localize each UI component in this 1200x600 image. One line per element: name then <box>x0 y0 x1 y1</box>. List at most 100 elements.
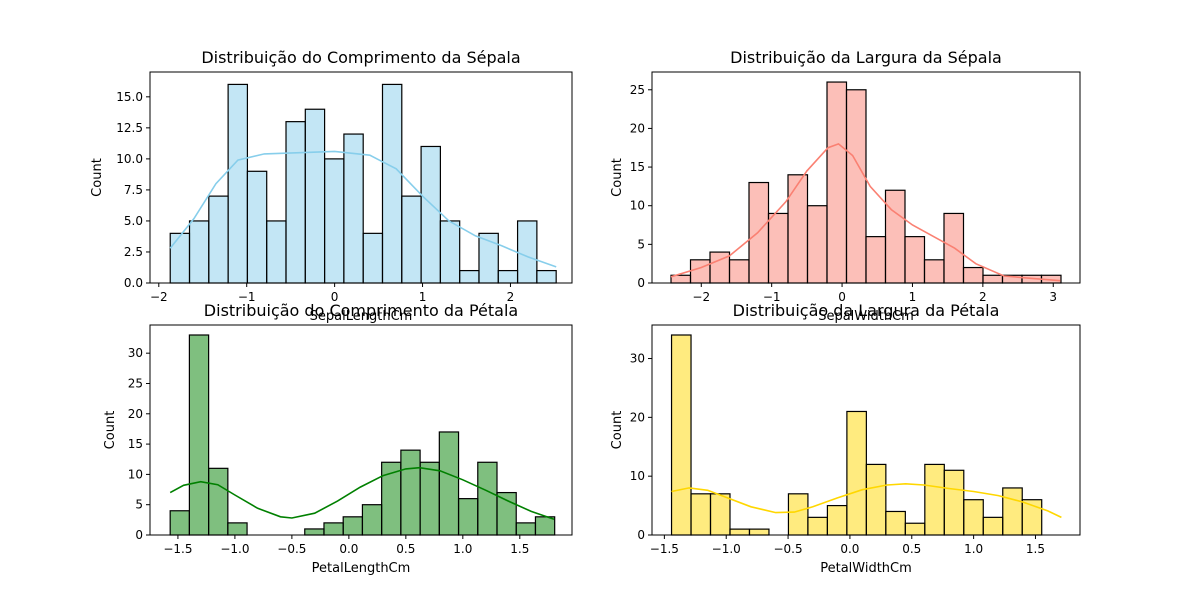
petal-width-xtick-label: −0.5 <box>773 542 802 556</box>
petal-width-bar <box>982 516 1004 536</box>
sepal-width-bar <box>982 274 1004 284</box>
sepal-length-xlabel: SepalLengthCm <box>310 309 413 324</box>
sepal-width-bar <box>806 205 828 284</box>
petal-length-ylabel: Count <box>103 411 118 450</box>
sepal-length-chart: −2 −1 0 1 2 0.0 2.5 5.0 7.5 10.0 12.5 15.0 Distribui… <box>90 48 573 324</box>
sepal-width-xlabel: SepalWidthCm <box>818 309 914 324</box>
sepal-width-ytick-label: 0 <box>637 276 645 290</box>
sepal-length-bar <box>188 220 210 284</box>
sepal-width-kde-line <box>670 142 1061 282</box>
sepal-length-bar <box>343 133 364 284</box>
petal-width-bar <box>787 493 809 536</box>
sepal-length-bar <box>439 220 461 284</box>
petal-width-bar <box>865 463 887 536</box>
sepal-length-ylabel: Count <box>90 158 105 197</box>
sepal-width-bar <box>787 174 809 284</box>
sepal-width-bar <box>904 236 926 284</box>
petal-width-xlabel: PetalWidthCm <box>820 561 912 576</box>
petal-length-chart: −1.5 −1.0 −0.5 0.0 0.5 1.0 1.5 0 5 10 15 20 25 30 Dist… <box>103 301 573 576</box>
petal-length-bar <box>419 461 440 536</box>
petal-length-bar <box>227 522 248 536</box>
sepal-length-ytick-label: 7.5 <box>124 183 143 197</box>
sepal-width-ytick-label: 20 <box>630 121 645 135</box>
sepal-width-bar <box>748 181 770 284</box>
sepal-length-bar <box>401 195 422 284</box>
sepal-width-title: Distribuição da Largura da Sépala <box>730 48 1002 67</box>
sepal-length-ytick-label: 12.5 <box>116 121 143 135</box>
petal-length-ytick-label: 15 <box>128 437 143 451</box>
petal-width-xtick-label: 0.0 <box>840 542 859 556</box>
sepal-width-ytick-label: 5 <box>637 237 645 251</box>
sepal-width-bar <box>826 81 848 284</box>
petal-width-xtick-label: 1.5 <box>1026 542 1045 556</box>
petal-width-xtick-label: −1.5 <box>650 542 679 556</box>
sepal-length-bar <box>497 269 519 284</box>
petal-length-bar <box>496 491 517 536</box>
sepal-width-xtick-label: −2 <box>692 290 710 304</box>
sepal-length-bar <box>516 220 538 284</box>
petal-width-xtick-label: 0.5 <box>902 542 921 556</box>
petal-length-ytick-label: 30 <box>128 346 143 360</box>
petal-length-bar <box>515 522 537 536</box>
petal-width-bar <box>709 493 731 536</box>
petal-length-xtick-label: 1.5 <box>510 542 529 556</box>
petal-width-xtick-label: 1.0 <box>964 542 983 556</box>
petal-width-bar <box>846 410 867 536</box>
petal-length-bar <box>208 467 229 536</box>
sepal-width-xtick-label: 1 <box>909 290 917 304</box>
sepal-length-xtick-label: −1 <box>238 290 256 304</box>
sepal-width-bar <box>767 212 789 284</box>
petal-width-ytick-label: 10 <box>630 469 645 483</box>
sepal-width-xtick-label: 2 <box>979 290 987 304</box>
petal-length-bar <box>323 522 344 536</box>
petal-width-axes-frame <box>651 324 1081 536</box>
sepal-width-axes-frame <box>651 71 1081 284</box>
petal-length-xtick-label: 1.0 <box>453 542 472 556</box>
sepal-width-bar <box>923 259 945 284</box>
petal-width-title: Distribuição da Largura da Pétala <box>733 301 1000 320</box>
sepal-length-bar <box>246 170 268 284</box>
sepal-width-ytick-label: 15 <box>630 160 645 174</box>
petal-length-bar <box>438 431 460 536</box>
petal-length-bar <box>361 504 383 536</box>
sepal-length-bar <box>381 83 403 284</box>
petal-length-xtick-label: 0.0 <box>339 542 358 556</box>
petal-length-ytick-label: 0 <box>135 528 143 542</box>
petal-width-bar <box>748 528 770 536</box>
petal-length-xtick-label: −0.5 <box>277 542 306 556</box>
sepal-width-ylabel: Count <box>610 158 625 197</box>
petal-width-bar <box>729 528 751 536</box>
sepal-width-bar <box>884 189 906 284</box>
sepal-length-xtick-label: −2 <box>150 290 168 304</box>
sepal-length-bar <box>208 195 229 284</box>
petal-width-bar <box>1002 487 1023 536</box>
sepal-length-ytick-label: 0.0 <box>124 276 143 290</box>
sepal-length-bar <box>227 83 249 284</box>
petal-width-ytick-label: 30 <box>630 352 645 366</box>
sepal-width-bar <box>865 236 887 284</box>
petal-length-bar <box>169 510 190 536</box>
sepal-length-xtick-label: 1 <box>419 290 427 304</box>
sepal-width-xtick-label: −1 <box>763 290 781 304</box>
sepal-width-bar <box>845 89 867 284</box>
petal-length-kde-line <box>169 466 555 520</box>
sepal-length-bar <box>169 232 191 284</box>
petal-length-xtick-label: −1.5 <box>163 542 192 556</box>
sepal-length-bar <box>362 232 384 284</box>
petal-width-bar <box>943 469 965 536</box>
petal-width-bar <box>690 493 712 536</box>
sepal-length-bar <box>459 269 480 284</box>
sepal-width-bar <box>962 266 984 284</box>
petal-width-bar <box>924 463 945 536</box>
petal-width-xtick-label: −1.0 <box>712 542 741 556</box>
petal-width-chart: −1.5 −1.0 −0.5 0.0 0.5 1.0 1.5 0 10 20 30 Distribui… <box>610 301 1081 576</box>
sepal-length-bar <box>304 108 326 284</box>
sepal-length-kde-line <box>169 150 557 268</box>
petal-width-bar <box>904 522 926 536</box>
sepal-length-bar <box>420 145 441 284</box>
petal-length-xlabel: PetalLengthCm <box>312 561 411 576</box>
petal-width-bar <box>885 510 906 536</box>
petal-length-ytick-label: 20 <box>128 407 143 421</box>
sepal-width-ytick-label: 25 <box>630 83 645 97</box>
petal-length-bar <box>400 449 421 536</box>
